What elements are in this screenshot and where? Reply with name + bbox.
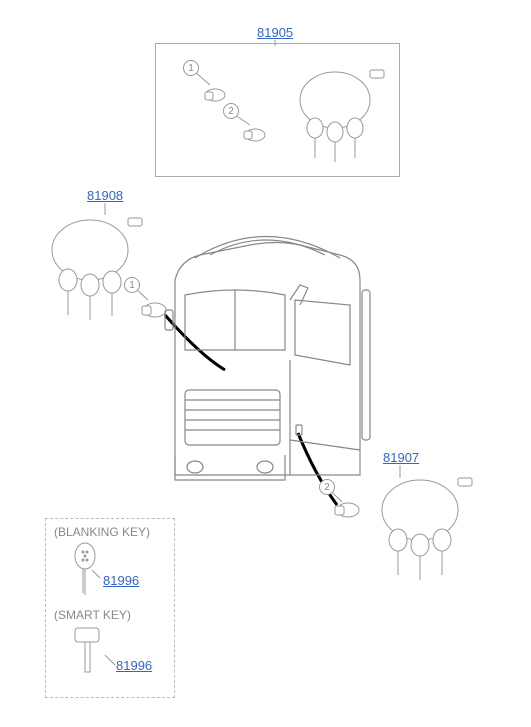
part-link-81907[interactable]: 81907 — [383, 450, 419, 465]
callout-1-top: 1 — [183, 60, 199, 76]
blanking-key-title: (BLANKING KEY) — [54, 525, 150, 539]
part-link-81996-smart[interactable]: 81996 — [116, 658, 152, 673]
part-link-81908[interactable]: 81908 — [87, 188, 123, 203]
part-link-81996-blanking[interactable]: 81996 — [103, 573, 139, 588]
callout-1-left: 1 — [124, 277, 140, 293]
callout-2-right: 2 — [319, 479, 335, 495]
smart-key-title: (SMART KEY) — [54, 608, 131, 622]
callout-2-top: 2 — [223, 103, 239, 119]
